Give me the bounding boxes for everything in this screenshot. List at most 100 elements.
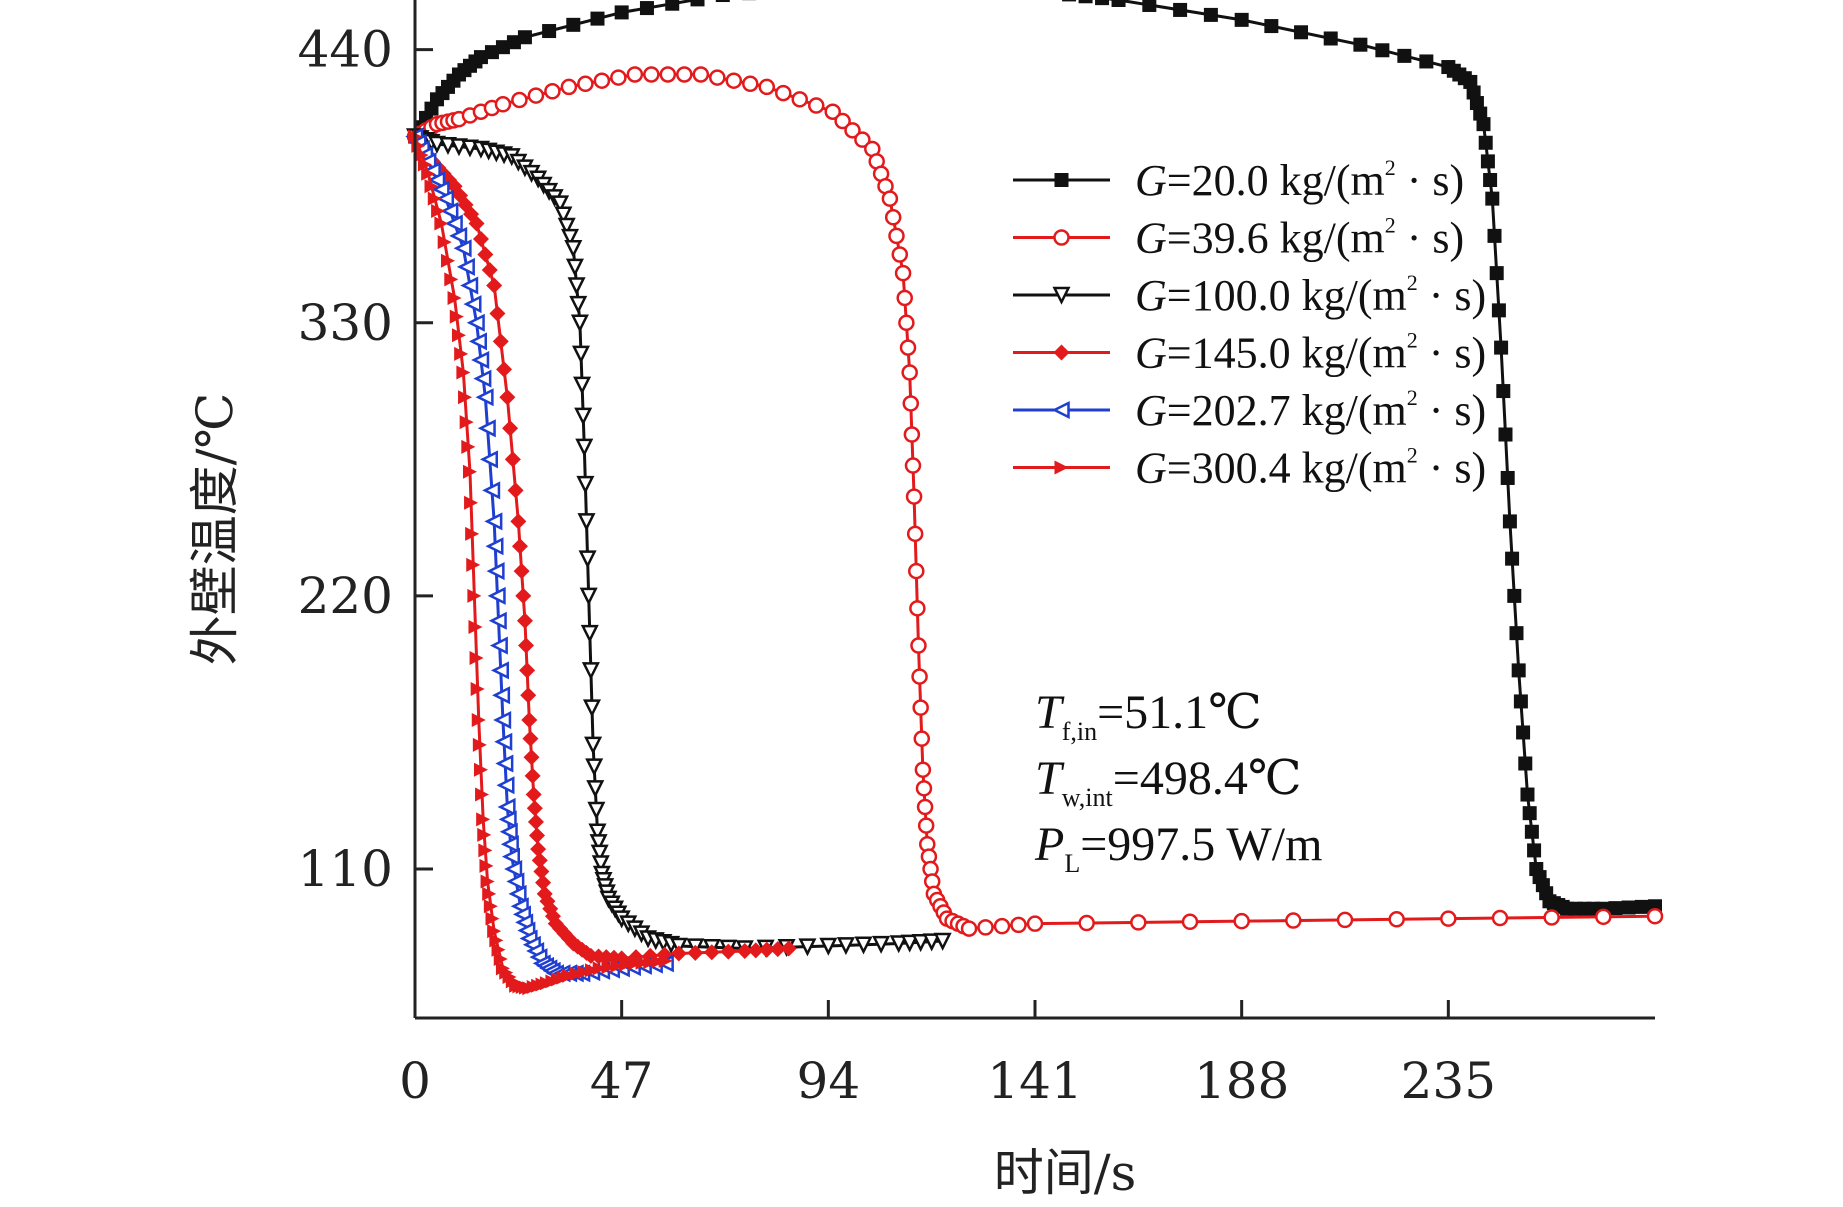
data-point — [449, 309, 464, 324]
data-point — [687, 944, 704, 961]
data-point — [1203, 7, 1218, 22]
legend-swatch-marker — [1054, 173, 1069, 187]
data-point — [769, 941, 786, 958]
data-point — [610, 958, 625, 973]
data-point — [650, 954, 665, 969]
data-point — [468, 619, 483, 634]
data-point — [535, 874, 552, 891]
data-point — [499, 822, 518, 841]
data-point — [542, 24, 557, 39]
data-point — [758, 78, 776, 96]
legend-item: G=202.7 kg/(m2 · s) — [1013, 385, 1486, 435]
data-point — [574, 407, 593, 426]
data-point — [819, 937, 838, 956]
legend-item: G=39.6 kg/(m2 · s) — [1013, 213, 1464, 263]
data-point — [665, 0, 680, 11]
x-axis: 0 47 94 141 188 235 时间/s — [399, 1000, 1655, 1202]
data-point — [571, 345, 591, 364]
data-point — [775, 84, 792, 102]
data-point — [485, 911, 500, 926]
data-point — [1466, 85, 1481, 100]
data-point — [1507, 588, 1522, 603]
legend: G=20.0 kg/(m2 · s) G=39.6 kg/(m2 · s) G=10… — [1013, 155, 1486, 493]
data-point — [564, 240, 583, 259]
data-point — [577, 965, 592, 980]
series-1 — [408, 0, 1662, 916]
data-point — [593, 72, 611, 89]
data-point — [506, 35, 521, 50]
data-point — [591, 855, 610, 874]
x-axis-title: 时间/s — [994, 1144, 1137, 1202]
x-tick-label: 141 — [987, 1052, 1082, 1110]
data-point — [501, 847, 520, 866]
data-point — [499, 389, 516, 406]
data-point — [747, 942, 764, 959]
y-tick-label: 440 — [298, 21, 393, 79]
data-point — [494, 96, 512, 113]
data-point — [1294, 25, 1309, 40]
data-point — [1173, 2, 1188, 17]
data-point — [1516, 725, 1531, 740]
data-point — [518, 637, 535, 654]
data-point — [477, 419, 496, 438]
data-point — [467, 588, 482, 603]
data-point — [482, 481, 501, 500]
data-point — [431, 204, 446, 219]
y-axis-title: 外壁温度/℃ — [186, 393, 244, 666]
legend-label: G=39.6 kg/(m2 · s) — [1135, 213, 1464, 263]
data-point — [610, 69, 627, 86]
data-point — [834, 112, 851, 130]
data-point — [471, 351, 490, 370]
x-ticks: 0 47 94 141 188 235 — [399, 1000, 1496, 1110]
data-point — [575, 438, 594, 457]
data-point — [1388, 911, 1405, 928]
data-point — [1026, 915, 1044, 932]
data-point — [466, 557, 481, 572]
data-point — [520, 687, 537, 704]
data-point — [1264, 19, 1279, 34]
data-point — [481, 262, 498, 279]
data-point — [1511, 663, 1526, 678]
y-axis: 110 220 330 440 外壁温度/℃ — [186, 0, 433, 1018]
data-point — [909, 600, 926, 617]
data-point — [502, 420, 519, 437]
data-point — [960, 920, 978, 937]
data-point — [427, 170, 446, 190]
data-point — [1483, 173, 1498, 188]
data-point — [447, 290, 462, 305]
data-point — [910, 637, 927, 654]
data-point — [466, 313, 485, 332]
data-point — [567, 277, 586, 296]
data-point — [458, 390, 473, 405]
data-point — [471, 713, 486, 728]
data-point — [659, 66, 677, 83]
legend-label: G=100.0 kg/(m2 · s) — [1135, 270, 1486, 320]
data-point — [490, 661, 509, 680]
data-point — [498, 810, 517, 829]
data-point — [1078, 0, 1093, 4]
data-point — [479, 450, 499, 469]
data-point — [473, 369, 492, 388]
data-point — [1478, 135, 1493, 150]
data-point — [1078, 914, 1095, 932]
data-point — [580, 624, 599, 643]
data-point — [496, 361, 513, 378]
data-point — [511, 91, 528, 109]
data-point — [527, 813, 544, 830]
data-point — [579, 587, 598, 606]
y-tick-label: 220 — [298, 567, 393, 625]
legend-label: G=145.0 kg/(m2 · s) — [1135, 328, 1486, 378]
data-point — [524, 767, 541, 784]
data-point — [476, 812, 491, 827]
series-2 — [406, 66, 1664, 937]
legend-swatch-marker — [1054, 460, 1069, 475]
data-point — [492, 333, 509, 350]
data-point — [468, 215, 485, 232]
data-point — [592, 961, 607, 976]
data-point — [494, 732, 513, 751]
data-point — [891, 246, 909, 263]
data-point — [619, 957, 634, 972]
data-point — [590, 844, 609, 863]
data-point — [1500, 470, 1515, 485]
data-point — [1522, 806, 1537, 821]
